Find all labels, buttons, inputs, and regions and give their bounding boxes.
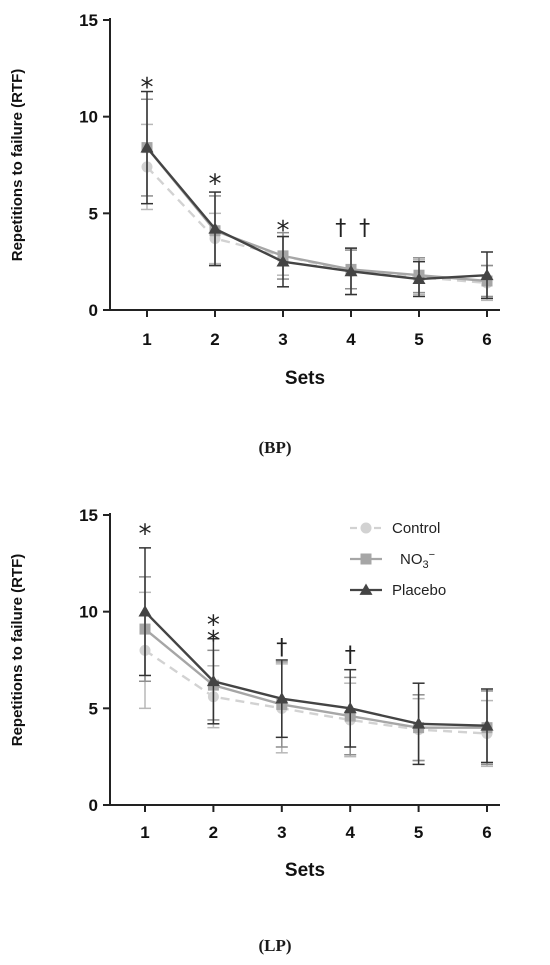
significance-mark: * bbox=[207, 626, 220, 656]
x-tick-label: 4 bbox=[346, 330, 356, 349]
lp-caption: (LP) bbox=[258, 936, 292, 955]
x-tick-label: 2 bbox=[209, 823, 218, 842]
series-line bbox=[144, 610, 488, 727]
lp-chart: 0 5 10 15 1 2 3 4 5 6 Sets Repetitions to failure (… bbox=[9, 506, 500, 881]
significance-mark: † bbox=[359, 216, 370, 241]
significance-mark: * bbox=[277, 216, 290, 246]
data-point bbox=[343, 701, 357, 714]
data-point bbox=[138, 605, 152, 617]
significance-mark: * bbox=[209, 170, 222, 200]
series-circle bbox=[141, 123, 493, 302]
series-line bbox=[146, 146, 488, 283]
y-tick-label: 15 bbox=[79, 506, 98, 525]
data-point bbox=[140, 141, 154, 153]
legend-marker bbox=[360, 522, 372, 534]
bp-caption: (BP) bbox=[258, 438, 292, 457]
y-tick-label: 5 bbox=[89, 699, 98, 718]
series-circle bbox=[139, 591, 493, 768]
x-tick-label: 1 bbox=[140, 823, 149, 842]
y-tick-label: 10 bbox=[79, 603, 98, 622]
series-line bbox=[144, 649, 488, 735]
x-tick-label: 5 bbox=[414, 330, 423, 349]
x-tick-label: 2 bbox=[210, 330, 219, 349]
series-triangle bbox=[140, 90, 494, 300]
y-axis-title: Repetitions to failure (RTF) bbox=[9, 554, 26, 747]
x-axis-title: Sets bbox=[285, 860, 325, 881]
series-line bbox=[144, 628, 487, 729]
data-point bbox=[206, 674, 220, 687]
data-point bbox=[480, 719, 494, 731]
significance-mark: * bbox=[207, 610, 220, 640]
significance-mark: † bbox=[335, 216, 346, 241]
legend-label: NO3− bbox=[400, 549, 435, 571]
series-triangle bbox=[138, 547, 494, 766]
significance-mark: * bbox=[139, 520, 152, 550]
y-tick-label: 10 bbox=[79, 108, 98, 127]
significance-mark: * bbox=[141, 73, 154, 103]
data-point bbox=[276, 255, 290, 267]
legend-label: Control bbox=[392, 520, 440, 537]
series-line bbox=[146, 146, 488, 281]
x-tick-label: 5 bbox=[414, 823, 423, 842]
data-point bbox=[480, 268, 494, 281]
legend-marker bbox=[360, 553, 372, 565]
y-tick-label: 5 bbox=[89, 204, 98, 223]
data-point bbox=[412, 717, 426, 729]
data-point bbox=[412, 272, 426, 284]
y-axis-title: Repetitions to failure (RTF) bbox=[9, 69, 26, 262]
legend-marker bbox=[359, 583, 373, 595]
data-point bbox=[344, 264, 358, 277]
x-tick-label: 4 bbox=[345, 823, 355, 842]
data-point bbox=[275, 692, 289, 704]
x-tick-label: 3 bbox=[278, 330, 287, 349]
bp-chart: 0 5 10 15 1 2 3 4 5 6 Sets Repetitions to failure (… bbox=[9, 11, 500, 389]
x-tick-label: 6 bbox=[482, 330, 491, 349]
y-tick-label: 15 bbox=[79, 11, 98, 30]
significance-mark: † bbox=[345, 643, 356, 668]
x-tick-label: 6 bbox=[482, 823, 491, 842]
significance-mark: † bbox=[276, 635, 287, 660]
legend-label: Placebo bbox=[392, 582, 446, 599]
x-axis-title: Sets bbox=[285, 368, 325, 389]
series-square bbox=[139, 576, 493, 766]
data-point bbox=[208, 222, 222, 234]
y-tick-label: 0 bbox=[89, 301, 98, 320]
y-tick-label: 0 bbox=[89, 796, 98, 815]
x-tick-label: 1 bbox=[142, 330, 151, 349]
x-tick-label: 3 bbox=[277, 823, 286, 842]
